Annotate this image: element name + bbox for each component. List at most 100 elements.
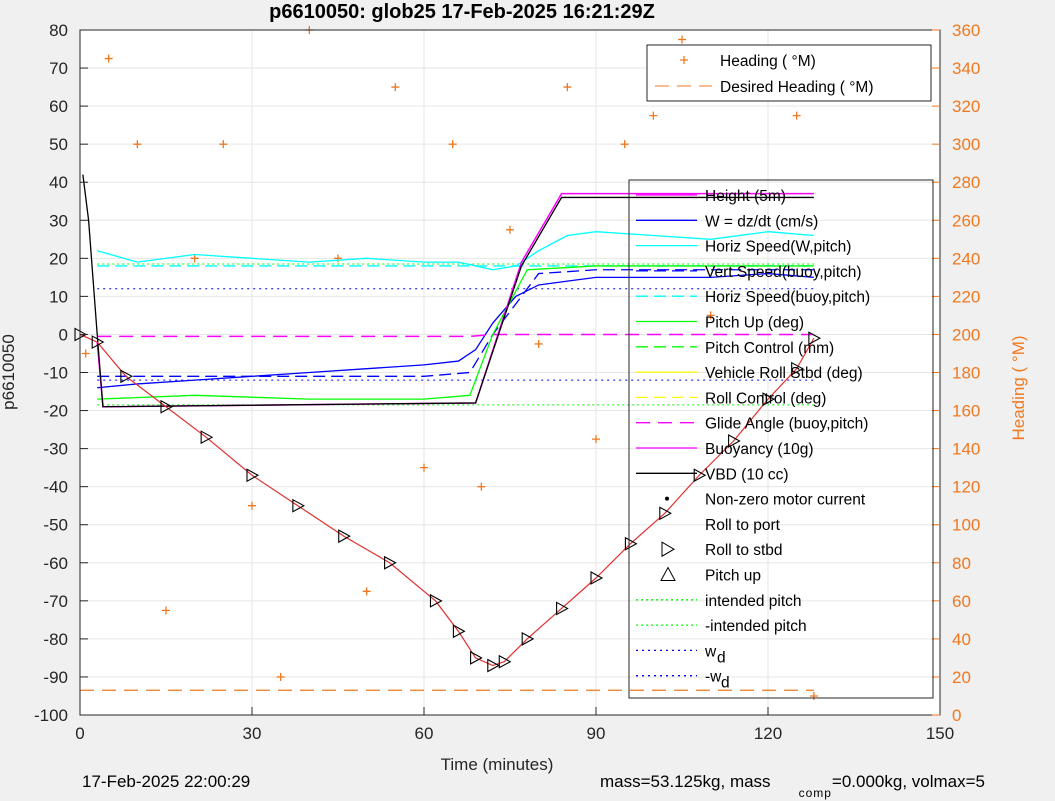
depth-marker (120, 369, 134, 384)
y-tick-label: 0 (59, 325, 68, 344)
series-vbd (82, 174, 814, 408)
heading-point (219, 140, 228, 149)
heading-point (190, 254, 199, 263)
depth-marker (693, 468, 707, 483)
legend-entry-subscript: d (717, 649, 726, 666)
heading-point (649, 111, 658, 120)
x-tick-label: 0 (75, 724, 84, 743)
depth-marker (429, 593, 443, 608)
depth-marker (659, 506, 672, 521)
heading-point (133, 140, 142, 149)
legend-top-symbol (680, 56, 688, 64)
series-layer (74, 26, 822, 700)
heading-point (362, 587, 371, 596)
depth-marker (556, 601, 569, 616)
depth-marker (498, 654, 512, 669)
depth-marker (200, 430, 214, 445)
legend-top-entry: Desired Heading ( °M) (720, 79, 874, 96)
y-tick-label: -80 (43, 630, 68, 649)
legend-entry: Pitch up (705, 568, 761, 585)
depth-marker (384, 555, 397, 570)
heading-point (81, 349, 90, 358)
y2-tick-label: 280 (952, 173, 980, 192)
legend-entry: Roll Control (deg) (705, 390, 826, 407)
y-tick-label: -20 (43, 402, 68, 421)
chart-title: p6610050: glob25 17-Feb-2025 16:21:29Z (269, 1, 655, 23)
legend-main: Height (5m) W = dz/dt (cm/s) Horiz Speed(W… (628, 179, 934, 699)
legend-entry: Height (5m) (705, 188, 786, 205)
x-axis-label: Time (minutes) (441, 755, 554, 774)
depth-marker (808, 331, 822, 346)
legend-entry: -w (705, 669, 722, 686)
y2-tick-label: 20 (952, 668, 971, 687)
legend-entry: -intended pitch (705, 618, 807, 635)
y2-tick-label: 340 (952, 59, 980, 78)
heading-point (620, 140, 629, 149)
legend-entry: Buoyancy (10g) (705, 441, 814, 458)
legend-entry: Glide Angle (buoy,pitch) (705, 416, 868, 433)
depth-marker (292, 498, 306, 513)
y2-tick-label: 120 (952, 478, 980, 497)
series-glide (97, 333, 814, 338)
heading-point (448, 140, 457, 149)
footer-mass: mass=53.125kg, mass comp=0.000kg, volmax=… (600, 772, 986, 800)
y2-tick-label: 260 (952, 211, 980, 230)
x-tick-label: 60 (415, 724, 434, 743)
x-tick-label: 150 (926, 724, 954, 743)
depth-marker (338, 529, 351, 544)
y2-tick-label: 300 (952, 135, 980, 154)
legend-entry: Pitch Control (mm) (705, 340, 834, 357)
x-tick-label: 120 (754, 724, 782, 743)
y-axis-label: p6610050 (0, 334, 18, 410)
series-horiz_w (97, 231, 814, 271)
y-tick-label: 20 (49, 249, 68, 268)
y-tick-label: -10 (43, 364, 68, 383)
legend-main-box (628, 179, 934, 699)
legend-entry: Horiz Speed(W,pitch) (705, 239, 851, 256)
series-vert_buoy (97, 269, 814, 377)
y-tick-label: -90 (43, 668, 68, 687)
heading-point (104, 54, 113, 63)
depth-marker (624, 536, 638, 551)
heading-point (506, 225, 514, 234)
y2-tick-label: 0 (952, 706, 961, 725)
legend-entry: Horiz Speed(buoy,pitch) (705, 289, 870, 306)
y2-tick-label: 140 (952, 440, 980, 459)
depth-marker (728, 434, 741, 448)
legend-entry: W = dz/dt (cm/s) (705, 213, 818, 230)
x-tick-label: 90 (587, 724, 606, 743)
heading-point (248, 501, 256, 510)
heading-point (477, 482, 486, 491)
y-tick-label: -50 (43, 516, 68, 535)
y-tick-label: 80 (49, 21, 68, 40)
depth-marker (470, 650, 483, 665)
heading-point (678, 35, 686, 44)
heading-point (706, 311, 715, 320)
series-depth (79, 333, 815, 667)
y2-tick-label: 240 (952, 249, 980, 268)
y-tick-label: 60 (49, 97, 68, 116)
depth-marker (590, 571, 604, 585)
heading-point (276, 672, 285, 681)
series-pitch (97, 265, 814, 400)
y-tick-label: 10 (49, 287, 68, 306)
depth-marker (452, 624, 466, 639)
y2-tick-label: 200 (952, 325, 980, 344)
heading-point (534, 339, 543, 348)
y-tick-label: -100 (34, 706, 68, 725)
legend-entry: Vehicle Roll Stbd (deg) (705, 365, 863, 382)
y-tick-label: -30 (43, 440, 68, 459)
legend-symbol (660, 566, 676, 581)
y-tick-label: -60 (43, 554, 68, 573)
heading-point (809, 691, 818, 700)
footer-mass-text: mass=53.125kg, mass (600, 772, 771, 791)
legend-entry-subscript: d (721, 675, 730, 692)
footer-comp-sub: comp (798, 786, 832, 800)
heading-point (563, 83, 572, 92)
y-tick-label: 70 (49, 59, 68, 78)
y2-tick-label: 220 (952, 287, 980, 306)
footer-comp-text: =0.000kg, volmax=5 (831, 772, 986, 791)
legend-entry: Vert Speed(buoy,pitch) (705, 264, 862, 281)
grid (79, 29, 941, 716)
